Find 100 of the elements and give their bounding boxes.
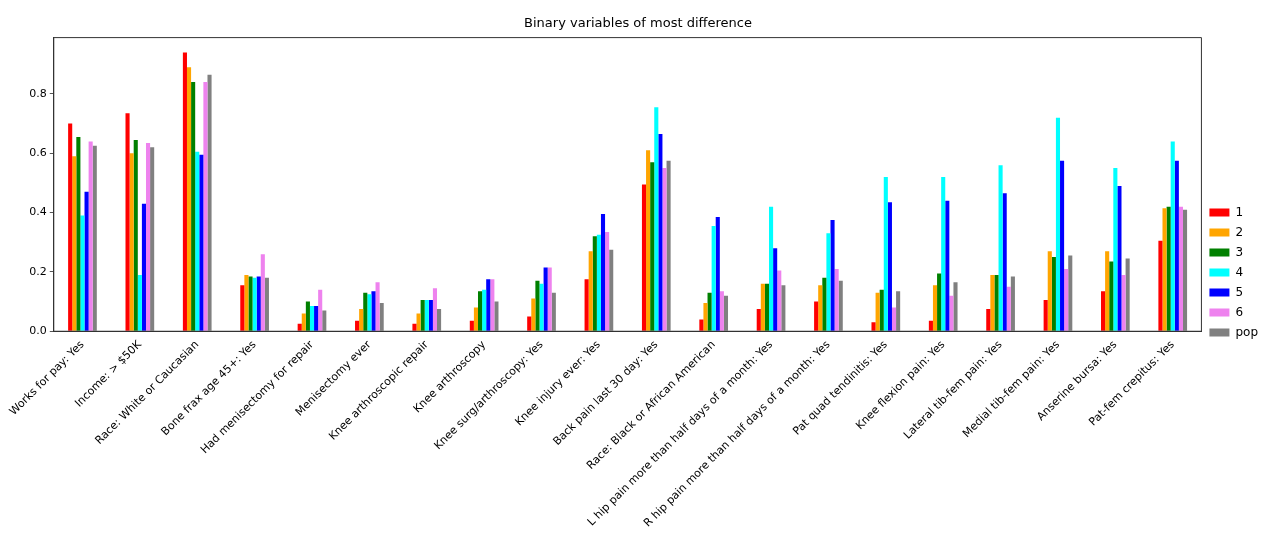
bar: [998, 165, 1003, 331]
bar: [297, 323, 302, 331]
bar: [469, 320, 474, 331]
bar: [68, 123, 73, 331]
bar: [949, 295, 954, 331]
bar: [473, 307, 478, 331]
bar: [814, 301, 819, 331]
bar: [494, 301, 499, 331]
bar: [432, 288, 438, 331]
bar: [650, 162, 655, 331]
bar: [309, 306, 315, 331]
bar: [1117, 185, 1122, 331]
bar: [818, 285, 823, 331]
bar: [531, 298, 536, 331]
bar: [543, 267, 548, 331]
bar: [490, 279, 495, 331]
bar: [928, 320, 933, 331]
bar: [822, 277, 827, 331]
bar: [264, 277, 269, 331]
bar: [437, 309, 442, 331]
y-tick-label: 0.8: [29, 86, 47, 100]
bar: [141, 203, 146, 331]
bar: [547, 267, 552, 331]
bar: [1158, 240, 1163, 331]
bar: [367, 294, 372, 331]
bar: [891, 307, 897, 331]
bar: [305, 301, 310, 331]
bar: [1010, 276, 1015, 331]
bar: [146, 142, 151, 331]
bar: [953, 282, 958, 331]
bar: [887, 202, 892, 331]
bar: [256, 276, 261, 331]
bar: [301, 313, 306, 331]
bar: [379, 303, 384, 331]
bar: [150, 147, 155, 331]
bar: [125, 113, 130, 331]
chart-title: Binary variables of most difference: [524, 15, 752, 31]
bar: [1162, 208, 1167, 331]
bar: [203, 82, 208, 331]
bar: [769, 206, 774, 331]
bar: [1068, 255, 1073, 331]
bar: [941, 177, 946, 331]
legend-label: 6: [1235, 304, 1244, 319]
bar: [244, 274, 249, 331]
bar: [539, 283, 544, 331]
bar: [986, 309, 991, 331]
bar: [994, 274, 999, 331]
bar: [195, 151, 200, 331]
bar: [1125, 258, 1130, 331]
bar: [937, 273, 942, 331]
bar: [1174, 160, 1179, 331]
bar: [482, 289, 487, 331]
bar: [834, 268, 839, 331]
bar: [1060, 160, 1065, 331]
bar: [1055, 117, 1061, 331]
bar: [646, 150, 651, 331]
bar: [186, 67, 192, 331]
bar: [871, 322, 876, 331]
legend-label: 3: [1235, 244, 1244, 259]
legend-label: pop: [1235, 324, 1258, 339]
bar: [592, 236, 597, 331]
bar: [1121, 274, 1126, 331]
bar: [1006, 286, 1011, 331]
bar: [248, 276, 253, 331]
bar: [412, 323, 417, 331]
bar: [252, 277, 257, 331]
bar: [1170, 141, 1175, 331]
bar: [703, 303, 708, 331]
bar: [990, 274, 995, 331]
bar: [609, 249, 614, 331]
bar: [654, 107, 659, 331]
y-tick-label: 0.0: [29, 324, 47, 338]
bar: [1043, 300, 1048, 331]
bar: [428, 300, 433, 331]
bar: [1047, 251, 1052, 331]
bar: [199, 154, 204, 331]
bar: [896, 291, 901, 331]
bar: [596, 234, 601, 331]
bar: [875, 292, 880, 331]
bar: [781, 285, 786, 331]
bar: [588, 251, 593, 331]
bar: [826, 233, 831, 331]
bar: [658, 134, 663, 331]
bar: [182, 52, 187, 331]
bar: [416, 313, 421, 331]
y-tick-label: 0.2: [29, 264, 47, 278]
bar: [371, 291, 376, 331]
bar: [535, 280, 540, 331]
bar: [191, 82, 196, 331]
bar: [318, 289, 323, 331]
bar: [879, 289, 884, 331]
bar: [932, 285, 938, 331]
bar: [830, 220, 835, 331]
bar: [777, 270, 782, 331]
legend-label: 5: [1235, 284, 1244, 299]
bar: [584, 279, 589, 331]
bar: [478, 291, 483, 331]
bar: [723, 295, 729, 331]
legend-label: 1: [1235, 204, 1244, 219]
bar: [260, 254, 265, 331]
